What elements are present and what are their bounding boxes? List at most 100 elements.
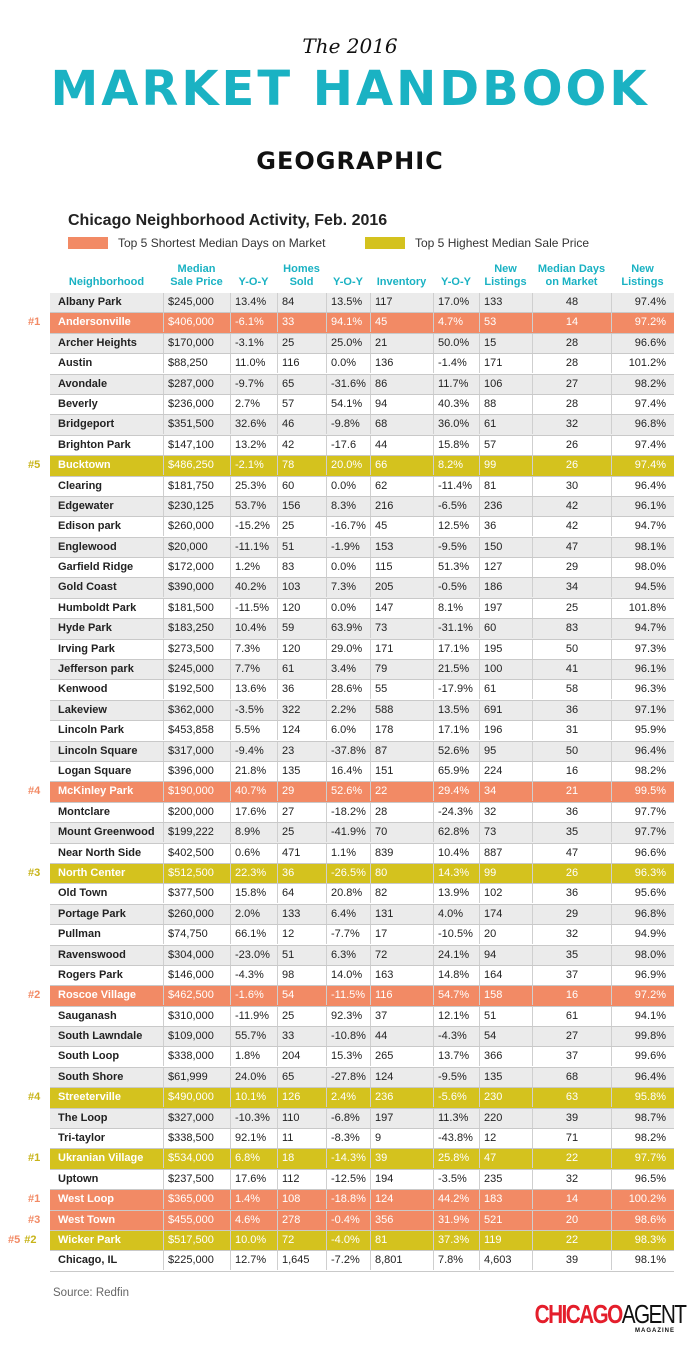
cell-inventory-yoy: -9.5% — [433, 1067, 479, 1087]
cell-neighborhood: Lincoln Park — [58, 724, 125, 737]
rank-labels: #3 — [24, 1211, 40, 1230]
cell-neighborhood: Humboldt Park — [58, 601, 137, 614]
cell-inventory: 44 — [370, 1027, 433, 1047]
cell-new-listings: 102 — [479, 884, 532, 904]
cell-sold-yoy: -18.2% — [326, 802, 370, 822]
cell-median-sale-price: $183,250 — [163, 619, 230, 639]
cell-sale-to-list: 95.9% — [611, 721, 674, 741]
cell-inventory-yoy: 8.1% — [433, 598, 479, 618]
cell-inventory: 131 — [370, 904, 433, 924]
cell-homes-sold: 51 — [277, 537, 326, 557]
cell-sale-to-list: 97.7% — [611, 1149, 674, 1169]
cell-homes-sold: 33 — [277, 1027, 326, 1047]
cell-median-sale-price: $327,000 — [163, 1108, 230, 1128]
cell-sale-to-list: 96.3% — [611, 680, 674, 700]
cell-homes-sold: 25 — [277, 823, 326, 843]
cell-price-yoy: 7.7% — [230, 660, 277, 680]
cell-inventory-yoy: 15.8% — [433, 435, 479, 455]
cell-sold-yoy: 63.9% — [326, 619, 370, 639]
cell-new-listings: 36 — [479, 517, 532, 537]
cell-price-yoy: 6.8% — [230, 1149, 277, 1169]
legend-item-price: Top 5 Highest Median Sale Price — [365, 235, 589, 251]
cell-sale-to-list: 98.0% — [611, 945, 674, 965]
cell-price-yoy: 4.6% — [230, 1210, 277, 1230]
cell-price-yoy: 55.7% — [230, 1027, 277, 1047]
cell-neighborhood: Wicker Park — [58, 1233, 121, 1246]
cell-homes-sold: 54 — [277, 986, 326, 1006]
cell-sold-yoy: -11.5% — [326, 986, 370, 1006]
cell-homes-sold: 12 — [277, 925, 326, 945]
cell-median-days: 83 — [532, 619, 611, 639]
cell-median-sale-price: $236,000 — [163, 394, 230, 414]
cell-sold-yoy: -0.4% — [326, 1210, 370, 1230]
cell-price-yoy: 17.6% — [230, 1169, 277, 1189]
cell-inventory-yoy: -5.6% — [433, 1088, 479, 1108]
cell-sale-to-list: 96.1% — [611, 660, 674, 680]
rank-labels: #1 — [24, 1190, 40, 1209]
table-row: Jefferson park $245,000 7.7% 61 3.4% 79 21.5% 1… — [50, 660, 674, 681]
cell-inventory: 68 — [370, 415, 433, 435]
cell-inventory: 216 — [370, 496, 433, 516]
table-row: Hyde Park $183,250 10.4% 59 63.9% 73 -31.1% 60 8… — [50, 619, 674, 640]
cell-price-yoy: 1.8% — [230, 1047, 277, 1067]
cell-sale-to-list: 94.9% — [611, 925, 674, 945]
cell-inventory: 265 — [370, 1047, 433, 1067]
table-row: Streeterville $490,000 10.1% 126 2.4% 236 -5.6… — [28, 1088, 674, 1109]
cell-sale-to-list: 101.8% — [611, 598, 674, 618]
cell-inventory: 73 — [370, 619, 433, 639]
cell-sale-to-list: 98.6% — [611, 1210, 674, 1230]
cell-price-yoy: -3.1% — [230, 333, 277, 353]
cell-new-listings: 521 — [479, 1210, 532, 1230]
cell-sale-to-list: 98.2% — [611, 1129, 674, 1149]
cell-median-days: 26 — [532, 456, 611, 476]
column-header-neighborhood: Neighborhood — [68, 276, 145, 288]
cell-neighborhood: Rogers Park — [58, 968, 123, 981]
cell-neighborhood: Near North Side — [58, 846, 142, 859]
cell-sold-yoy: 0.0% — [326, 476, 370, 496]
cell-inventory: 151 — [370, 761, 433, 781]
cell-price-yoy: 1.4% — [230, 1190, 277, 1210]
cell-inventory-yoy: -3.5% — [433, 1169, 479, 1189]
cell-median-days: 41 — [532, 660, 611, 680]
cell-inventory-yoy: -11.4% — [433, 476, 479, 496]
rank-labels: #1 — [24, 1149, 40, 1168]
table-row: Englewood $20,000 -11.1% 51 -1.9% 153 -9.5% 150… — [50, 537, 674, 559]
table-row: Lincoln Square $317,000 -9.4% 23 -37.8% 87 52.… — [50, 741, 674, 762]
rank-label-days: #5 — [8, 1233, 21, 1246]
cell-inventory-yoy: 52.6% — [433, 741, 479, 761]
cell-sale-to-list: 96.1% — [611, 496, 674, 516]
rank-label-days: #2 — [28, 989, 41, 1002]
cell-inventory-yoy: 8.2% — [433, 456, 479, 476]
cell-median-days: 63 — [532, 1088, 611, 1108]
cell-inventory: 197 — [370, 1108, 433, 1128]
rank-labels: #2 — [24, 986, 40, 1005]
rank-labels: #5 #2 — [4, 1231, 37, 1250]
table-title: Chicago Neighborhood Activity, Feb. 2016 — [68, 212, 388, 229]
cell-homes-sold: 72 — [277, 1230, 326, 1250]
cell-price-yoy: 2.0% — [230, 904, 277, 924]
cell-price-yoy: -11.5% — [230, 598, 277, 618]
cell-homes-sold: 51 — [277, 945, 326, 965]
cell-price-yoy: 8.9% — [230, 823, 277, 843]
column-header-new-listings: New Listings — [484, 263, 527, 288]
rank-labels: #3 — [24, 864, 40, 883]
table-row: Archer Heights $170,000 -3.1% 25 25.0% 21 50.0… — [50, 333, 674, 355]
cell-new-listings: 235 — [479, 1169, 532, 1189]
cell-median-sale-price: $390,000 — [163, 578, 230, 598]
table-row: Logan Square $396,000 21.8% 135 16.4% 151 65.9… — [50, 761, 674, 783]
cell-price-yoy: 10.1% — [230, 1088, 277, 1108]
table-row: Lincoln Park $453,858 5.5% 124 6.0% 178 17.1% 1… — [50, 721, 674, 742]
rank-labels: #5 — [24, 456, 40, 475]
cell-neighborhood: South Lawndale — [58, 1030, 143, 1043]
cell-price-yoy: -6.1% — [230, 313, 277, 333]
cell-sold-yoy: 94.1% — [326, 313, 370, 333]
cell-sold-yoy: 6.3% — [326, 945, 370, 965]
cell-sale-to-list: 97.4% — [611, 435, 674, 455]
cell-sale-to-list: 98.1% — [611, 1251, 674, 1271]
cell-sold-yoy: 2.4% — [326, 1088, 370, 1108]
cell-sale-to-list: 94.1% — [611, 1006, 674, 1026]
cell-median-sale-price: $517,500 — [163, 1230, 230, 1250]
cell-neighborhood: Garfield Ridge — [58, 561, 134, 574]
cell-median-sale-price: $351,500 — [163, 415, 230, 435]
cell-price-yoy: 40.7% — [230, 782, 277, 802]
